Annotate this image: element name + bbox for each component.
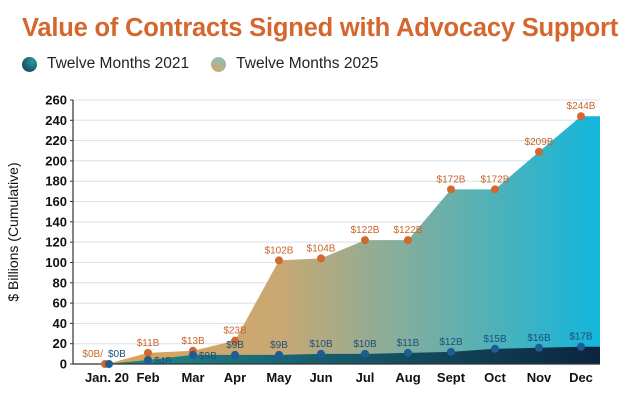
chart-title: Value of Contracts Signed with Advocacy … [22, 14, 619, 42]
data-label-2025: $104B [307, 243, 336, 254]
data-label-2021: $10B [353, 339, 377, 350]
data-label-2025: $0B/ [82, 349, 103, 360]
point-2025 [231, 336, 239, 345]
data-label-2021: $17B [569, 332, 593, 343]
legend-swatch-2025 [211, 56, 227, 72]
data-label-2025: $13B [181, 336, 205, 347]
x-tick-label: May [266, 370, 292, 385]
data-label-2025: $122B [394, 225, 423, 236]
data-label-2021: $9B [199, 351, 217, 362]
x-tick-label: Jul [356, 370, 375, 385]
point-2021 [144, 355, 152, 364]
x-tick-label: Jun [309, 370, 332, 385]
x-tick-label: Apr [224, 370, 246, 385]
legend-item-2025: Twelve Months 2025 [211, 55, 378, 73]
legend-label-2021: Twelve Months 2021 [47, 55, 190, 72]
point-2025 [275, 256, 283, 265]
point-2025 [491, 185, 499, 194]
point-2021 [361, 349, 369, 358]
area-2021 [107, 346, 600, 364]
legend: Twelve Months 2021 Twelve Months 2025 [22, 55, 400, 73]
data-label-2021: $0B [108, 349, 126, 360]
point-2021 [189, 350, 197, 359]
point-2025 [317, 254, 325, 263]
y-tick-label: 220 [45, 133, 67, 148]
y-tick-label: 180 [45, 174, 67, 189]
x-tick-label: Dec [569, 370, 593, 385]
area-2025 [107, 116, 600, 364]
data-label-2021: $10B [309, 339, 333, 350]
data-label-2025: $23B [223, 326, 247, 337]
y-tick-label: 80 [53, 275, 67, 290]
y-tick-label: 140 [45, 214, 67, 229]
point-2021 [105, 360, 113, 368]
x-tick-label: Mar [181, 370, 204, 385]
point-2021 [577, 342, 585, 351]
point-2025 [577, 112, 585, 121]
data-label-2025: $102B [265, 245, 294, 256]
data-label-2025: $209B [525, 137, 554, 148]
data-label-2021: $11B [397, 338, 420, 349]
x-tick-label: Sept [437, 370, 466, 385]
data-label-2025: $11B [137, 338, 160, 349]
point-2021 [317, 349, 325, 358]
data-label-2021: $16B [527, 333, 551, 344]
y-tick-label: 100 [45, 255, 67, 270]
y-tick-label: 0 [60, 357, 67, 372]
y-tick-label: 160 [45, 194, 67, 209]
point-2025 [144, 348, 152, 357]
data-label-2025: $122B [351, 225, 380, 236]
point-2021 [447, 347, 455, 356]
point-2021 [491, 344, 499, 353]
data-label-2021: $9B [270, 340, 288, 351]
y-tick-label: 200 [45, 153, 67, 168]
point-2021 [275, 350, 283, 359]
point-2025 [447, 185, 455, 194]
x-tick-label: Jan. 20 [85, 370, 129, 385]
x-tick-label: Feb [136, 370, 159, 385]
x-tick-label: Aug [395, 370, 420, 385]
data-label-2021: $9B [226, 340, 244, 351]
y-tick-label: 40 [53, 316, 67, 331]
point-2021 [404, 348, 412, 357]
data-label-2025: $244B [567, 101, 596, 112]
legend-item-2021: Twelve Months 2021 [22, 55, 189, 73]
y-tick-label: 20 [53, 336, 67, 351]
y-tick-label: 60 [53, 296, 67, 311]
point-2025 [535, 147, 543, 156]
y-axis-label: $ Billions (Cumulative) [5, 162, 21, 301]
data-label-2021: $4B [154, 356, 172, 367]
point-2021 [535, 343, 543, 352]
point-2025 [404, 236, 412, 245]
y-tick-label: 120 [45, 235, 67, 250]
data-label-2025: $172B [481, 174, 510, 185]
legend-swatch-2021 [22, 56, 37, 72]
y-tick-label: 240 [45, 113, 67, 128]
y-tick-label: 260 [45, 93, 67, 108]
data-label-2025: $172B [437, 174, 466, 185]
point-2021 [231, 350, 239, 359]
data-label-2021: $12B [439, 337, 463, 348]
x-tick-label: Nov [527, 370, 552, 385]
point-2025 [361, 236, 369, 245]
data-label-2021: $15B [483, 334, 507, 345]
legend-label-2025: Twelve Months 2025 [236, 55, 379, 72]
x-tick-label: Oct [484, 370, 506, 385]
